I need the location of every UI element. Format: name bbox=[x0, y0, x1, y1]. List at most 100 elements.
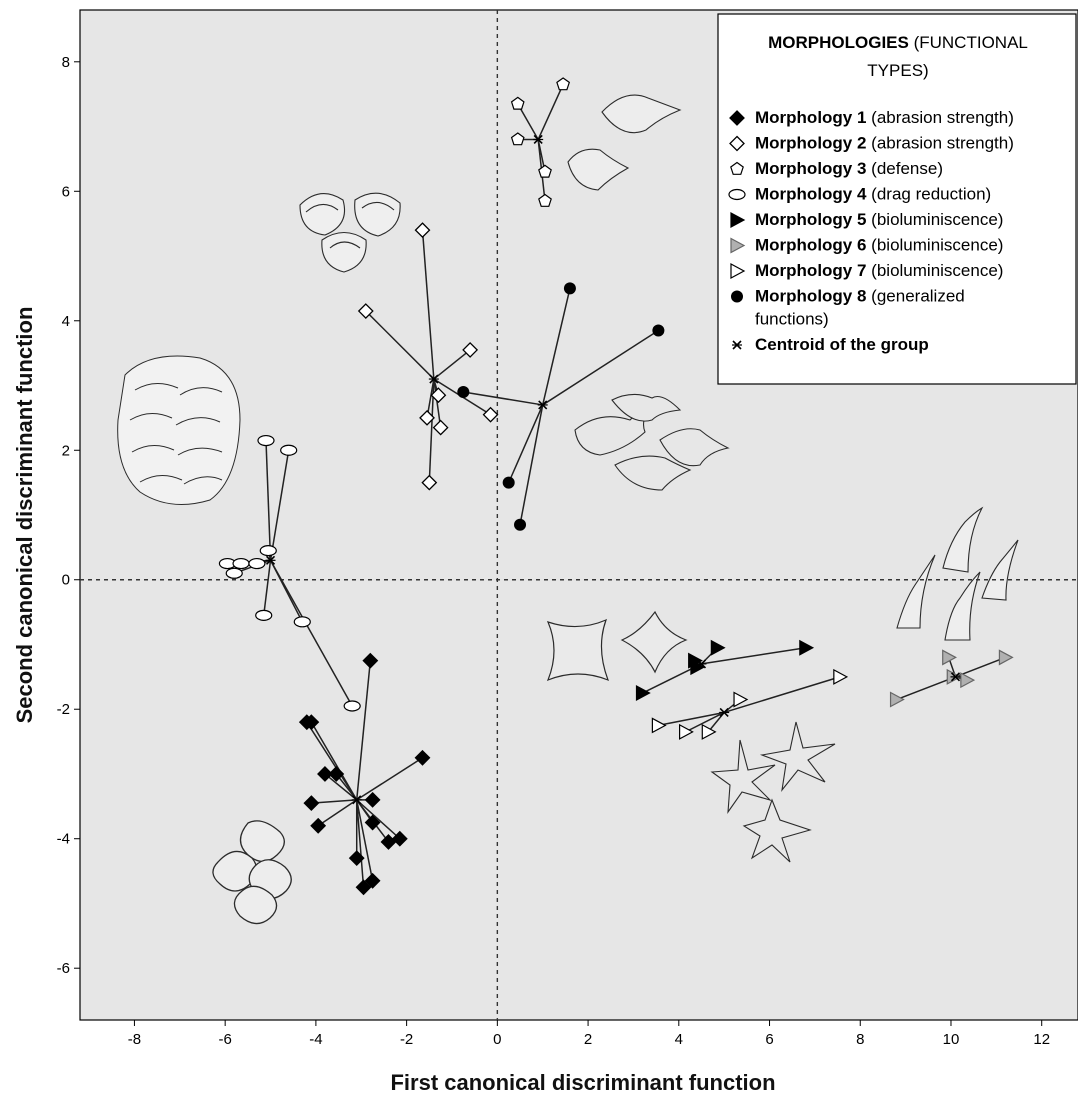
morphology-1-connector bbox=[311, 799, 357, 804]
morphology-4-point bbox=[232, 557, 250, 570]
x-axis-title: First canonical discriminant function bbox=[390, 1070, 775, 1094]
y-tick-label: 2 bbox=[62, 442, 70, 459]
morphology-7-connector bbox=[685, 711, 725, 733]
morphology-2-point bbox=[432, 419, 449, 436]
x-tick-label: 10 bbox=[943, 1031, 960, 1048]
scale-illustration-thorny bbox=[574, 393, 730, 491]
morphology-4-connector bbox=[269, 450, 290, 561]
legend: MORPHOLOGIES (FUNCTIONAL TYPES) Morpholo… bbox=[717, 13, 1077, 385]
legend-item-morphology-3-label: Morphology 3 (defense) bbox=[755, 159, 943, 178]
morphology-1-connector bbox=[310, 721, 358, 801]
morphology-1-centroid bbox=[351, 795, 362, 805]
morphology-3-point bbox=[510, 96, 525, 110]
scale-illustration-keeled-mass bbox=[117, 355, 241, 505]
morphology-6-point bbox=[889, 691, 905, 708]
morphology-8-point bbox=[652, 324, 665, 337]
morphology-4-point bbox=[255, 609, 273, 621]
morphology-2-point bbox=[462, 341, 479, 358]
legend-centroid-marker bbox=[732, 340, 742, 350]
morphology-6-point bbox=[960, 672, 976, 689]
morphology-1-point bbox=[310, 817, 327, 834]
legend-box bbox=[717, 13, 1077, 385]
y-tick-label: 0 bbox=[62, 572, 70, 589]
morphology-6-connector bbox=[896, 676, 956, 701]
legend-title: MORPHOLOGIES (FUNCTIONAL bbox=[768, 33, 1028, 52]
x-tick-label: 12 bbox=[1033, 1031, 1050, 1048]
morphology-4-connector bbox=[262, 560, 272, 616]
legend-item-morphology-4-function: (drag reduction) bbox=[866, 185, 991, 204]
morphology-1-connector bbox=[355, 660, 372, 800]
morphology-2-connector bbox=[433, 378, 442, 428]
legend-item-centroid: Centroid of the group bbox=[732, 335, 929, 354]
legend-item-morphology-1-label: Morphology 1 (abrasion strength) bbox=[755, 108, 1014, 127]
y-tick-label: -6 bbox=[57, 960, 70, 977]
morphology-6-point bbox=[942, 649, 957, 666]
legend-item-morphology-8: Morphology 8 (generalized functions) bbox=[731, 287, 965, 329]
morphology-2-point bbox=[421, 474, 438, 491]
scale-illustration-rhomboid-plates bbox=[212, 820, 292, 925]
morphology-8-connector bbox=[463, 391, 543, 406]
morphology-4-point bbox=[293, 616, 311, 628]
morphology-4-point bbox=[248, 557, 266, 570]
legend-item-morphology-4: Morphology 4 (drag reduction) bbox=[728, 185, 991, 204]
legend-item-morphology-3-name: Morphology 3 bbox=[755, 159, 866, 178]
legend-item-morphology-2-function: (abrasion strength) bbox=[866, 134, 1013, 153]
morphology-1-point bbox=[364, 814, 381, 831]
morphology-7-point bbox=[701, 723, 717, 740]
x-tick-label: -4 bbox=[309, 1031, 322, 1048]
morphology-7-centroid bbox=[719, 707, 730, 718]
morphology-illustrations bbox=[117, 94, 1019, 925]
x-tick-label: -8 bbox=[128, 1031, 141, 1048]
x-tick-label: 2 bbox=[584, 1031, 592, 1048]
morphology-5-point bbox=[710, 639, 726, 656]
morphology-7-connector bbox=[723, 676, 841, 714]
legend-item-morphology-5-label: Morphology 5 (bioluminiscence) bbox=[755, 210, 1003, 229]
legend-item-morphology-6: Morphology 6 (bioluminiscence) bbox=[730, 236, 1003, 255]
morphology-1-point bbox=[303, 714, 320, 731]
morphology-1-connector bbox=[317, 799, 358, 827]
legend-centroid-label: Centroid of the group bbox=[755, 335, 929, 354]
morphology-3-point bbox=[538, 193, 552, 207]
morphology-8-point bbox=[514, 518, 527, 531]
morphology-2-connector bbox=[421, 230, 435, 380]
legend-item-morphology-7-name: Morphology 7 bbox=[755, 261, 866, 280]
legend-item-morphology-7: Morphology 7 (bioluminiscence) bbox=[730, 261, 1003, 280]
morphology-8-point bbox=[457, 385, 470, 398]
morphology-4-point bbox=[259, 545, 277, 557]
morphology-6-point bbox=[998, 649, 1014, 666]
morphology-3-point bbox=[538, 164, 552, 178]
morphology-2-connector bbox=[433, 349, 471, 380]
morphology-6-connector bbox=[955, 656, 1006, 678]
axes: -8 -6 -4 -2 0 2 4 6 8 10 12 -6 -4 -2 0 2 4 6 8 bbox=[57, 54, 1050, 1048]
morphology-3-connector bbox=[537, 84, 564, 140]
morphology-1-point bbox=[317, 766, 333, 782]
morphology-2-point bbox=[430, 387, 447, 404]
centroid-markers bbox=[265, 134, 961, 805]
legend-item-morphology-1-marker bbox=[729, 110, 745, 126]
morphology-6-centroid bbox=[950, 672, 961, 682]
x-tick-label: -2 bbox=[400, 1031, 413, 1048]
morphology-5-point bbox=[799, 639, 815, 656]
morphology-1-connector bbox=[356, 757, 423, 801]
scale-illustration-imbricate bbox=[299, 192, 401, 273]
scale-illustration-star-4point bbox=[546, 610, 688, 682]
y-tick-label: 6 bbox=[62, 183, 70, 200]
legend-item-morphology-2-marker bbox=[729, 135, 745, 152]
legend-item-morphology-3-marker bbox=[730, 161, 744, 175]
morphology-4-point bbox=[343, 700, 361, 712]
morphology-8-connector bbox=[507, 404, 544, 483]
legend-item-morphology-5-name: Morphology 5 bbox=[755, 210, 866, 229]
y-tick-label: -4 bbox=[57, 831, 70, 848]
legend-items: Morphology 1 (abrasion strength) Morpholo… bbox=[728, 108, 1014, 354]
morphology-5-connector bbox=[701, 646, 806, 665]
morphology-5-point bbox=[635, 685, 651, 702]
morphology-8-connector bbox=[542, 329, 659, 406]
morphology-4-point bbox=[280, 444, 298, 456]
legend-item-morphology-7-function: (bioluminiscence) bbox=[866, 261, 1003, 280]
morphology-1-point bbox=[391, 830, 408, 847]
morphology-2-point bbox=[414, 222, 431, 239]
legend-item-morphology-1: Morphology 1 (abrasion strength) bbox=[729, 108, 1014, 127]
morphology-4-connector bbox=[269, 559, 353, 707]
legend-item-morphology-5: Morphology 5 (bioluminiscence) bbox=[730, 210, 1003, 229]
legend-title-line2: TYPES) bbox=[867, 61, 928, 80]
